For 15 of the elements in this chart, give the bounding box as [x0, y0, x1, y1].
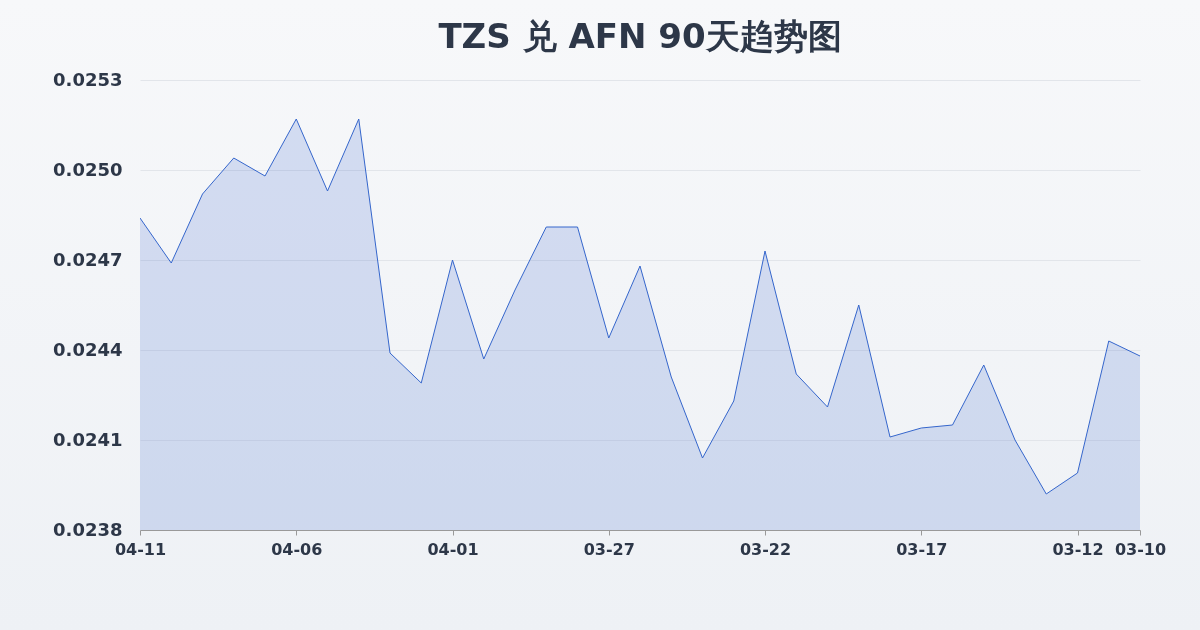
chart-title: TZS 兑 AFN 90天趋势图	[438, 16, 842, 56]
x-tick-label: 03-22	[739, 539, 792, 559]
y-tick-label: 0.0244	[53, 338, 123, 360]
x-tick-label: 04-11	[114, 539, 167, 559]
x-tick-label: 03-12	[1052, 539, 1104, 559]
y-tick-label: 0.0253	[53, 68, 123, 90]
x-tick-label: 04-06	[271, 539, 323, 559]
x-tick-label: 03-17	[896, 539, 948, 559]
x-tick-label: 03-27	[583, 539, 635, 559]
y-tick-label: 0.0250	[53, 158, 123, 180]
x-tick-label: 03-10	[1114, 539, 1167, 559]
y-tick-label: 0.0247	[53, 248, 123, 270]
x-tick-label: 04-01	[427, 539, 479, 559]
y-tick-label: 0.0238	[53, 518, 123, 540]
y-tick-label: 0.0241	[53, 428, 123, 450]
